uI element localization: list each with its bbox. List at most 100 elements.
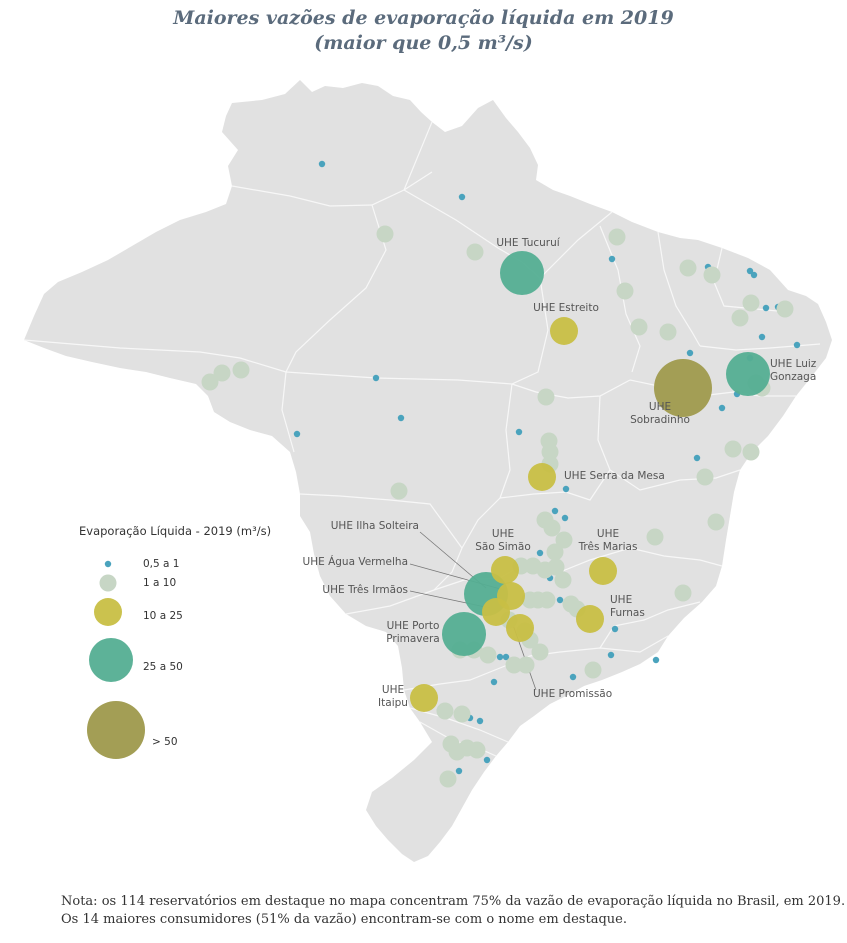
reservoir-label: UHE: [382, 684, 404, 696]
legend-marker-c5: [87, 701, 145, 759]
reservoir-marker-uhe-luiz-gonzaga: [726, 352, 770, 396]
legend-marker-c3: [94, 598, 122, 626]
legend-label: 0,5 a 1: [143, 558, 180, 570]
reservoir-label: UHE: [597, 528, 619, 540]
reservoir-marker: [652, 656, 660, 664]
reservoir-marker: [561, 514, 569, 522]
reservoir-marker: [674, 584, 692, 602]
reservoir-marker-uhe-porto-primavera: [442, 612, 486, 656]
reservoir-marker: [490, 678, 498, 686]
reservoir-marker: [536, 549, 544, 557]
reservoir-marker: [436, 702, 454, 720]
reservoir-marker: [731, 309, 749, 327]
legend-label: 10 a 25: [143, 610, 183, 622]
reservoir-marker: [458, 193, 466, 201]
footnote-line-2: Os 14 maiores consumidores (51% da vazão…: [61, 912, 627, 927]
reservoir-marker: [554, 571, 572, 589]
reservoir-label: Gonzaga: [770, 371, 816, 383]
legend-marker-c2: [99, 574, 117, 592]
reservoir-marker: [515, 428, 523, 436]
reservoir-label: Furnas: [610, 607, 645, 619]
reservoir-marker: [390, 482, 408, 500]
reservoir-marker: [505, 656, 523, 674]
legend-label: > 50: [152, 736, 178, 748]
reservoir-label: UHE Serra da Mesa: [564, 470, 665, 482]
reservoir-marker: [496, 653, 504, 661]
reservoir-marker: [439, 770, 457, 788]
reservoir-marker: [293, 430, 301, 438]
reservoir-marker: [232, 361, 250, 379]
reservoir-marker: [686, 349, 694, 357]
reservoir-marker: [569, 673, 577, 681]
reservoir-marker-uhe-serra-da-mesa: [528, 463, 556, 491]
reservoir-label: Três Marias: [578, 541, 638, 553]
reservoir-marker-uhe-são-simão: [491, 556, 519, 584]
reservoir-marker: [707, 513, 725, 531]
reservoir-marker: [742, 294, 760, 312]
reservoir-marker: [466, 243, 484, 261]
reservoir-label: São Simão: [475, 541, 531, 553]
legend-title: Evaporação Líquida - 2019 (m³/s): [79, 524, 272, 538]
reservoir-label: UHE Água Vermelha: [303, 555, 408, 568]
reservoir-marker: [762, 304, 770, 312]
legend-label: 25 a 50: [143, 661, 183, 673]
reservoir-label: UHE Promissão: [533, 688, 612, 700]
reservoir-marker: [546, 543, 564, 561]
reservoir-label: Primavera: [386, 633, 439, 645]
reservoir-marker: [758, 333, 766, 341]
title-line-2: (maior que 0,5 m³/s): [314, 32, 533, 54]
reservoir-label: UHE Estreito: [533, 302, 599, 314]
reservoir-marker: [483, 756, 491, 764]
reservoir-marker-uhe-sobradinho: [654, 359, 712, 417]
reservoir-marker: [776, 300, 794, 318]
reservoir-label: Itaipu: [378, 697, 408, 709]
reservoir-marker: [611, 625, 619, 633]
reservoir-marker: [724, 440, 742, 458]
reservoir-label: UHE Três Irmãos: [322, 584, 408, 596]
reservoir-marker: [517, 656, 535, 674]
reservoir-marker: [531, 643, 549, 661]
title-line-1: Maiores vazões de evaporação líquida em …: [173, 7, 674, 29]
reservoir-marker-uhe-tucuruí: [500, 251, 544, 295]
reservoir-markers: [201, 160, 801, 788]
reservoir-marker: [793, 341, 801, 349]
reservoir-label: UHE Tucuruí: [496, 237, 560, 249]
reservoir-marker-uhe-promissão: [506, 614, 534, 642]
reservoir-marker: [502, 653, 510, 661]
map-title: Maiores vazões de evaporação líquida em …: [0, 6, 847, 56]
reservoir-marker: [646, 528, 664, 546]
reservoir-marker: [397, 414, 405, 422]
footnote-line-1: Nota: os 114 reservatórios em destaque n…: [61, 894, 846, 909]
legend-label: 1 a 10: [143, 577, 176, 589]
footnote: Nota: os 114 reservatórios em destaque n…: [61, 893, 846, 929]
reservoir-marker: [455, 767, 463, 775]
reservoir-marker: [547, 558, 565, 576]
reservoir-marker: [584, 661, 602, 679]
reservoir-marker: [372, 374, 380, 382]
reservoir-marker: [543, 519, 561, 537]
reservoir-marker: [318, 160, 326, 168]
reservoir-marker: [696, 468, 714, 486]
reservoir-label: UHE Ilha Solteira: [331, 520, 419, 532]
reservoir-label: UHE: [649, 401, 671, 413]
reservoir-marker: [608, 228, 626, 246]
legend: 0,5 a 1 1 a 10 10 a 25 25 a 50 > 50: [87, 558, 183, 759]
reservoir-marker: [555, 531, 573, 549]
reservoir-marker-uhe-furnas: [576, 605, 604, 633]
reservoir-label: UHE: [492, 528, 514, 540]
reservoir-marker: [693, 454, 701, 462]
reservoir-label: UHE Porto: [387, 620, 440, 632]
legend-marker-c4: [89, 638, 133, 682]
reservoir-marker: [746, 267, 754, 275]
reservoir-marker: [659, 323, 677, 341]
reservoir-label: UHE Luiz: [770, 358, 817, 370]
reservoir-marker: [541, 443, 559, 461]
reservoir-marker: [476, 717, 484, 725]
reservoir-marker-uhe-três-irmãos: [482, 598, 510, 626]
reservoir-marker: [468, 741, 486, 759]
reservoir-marker: [679, 259, 697, 277]
reservoir-marker: [616, 282, 634, 300]
reservoir-marker: [562, 485, 570, 493]
